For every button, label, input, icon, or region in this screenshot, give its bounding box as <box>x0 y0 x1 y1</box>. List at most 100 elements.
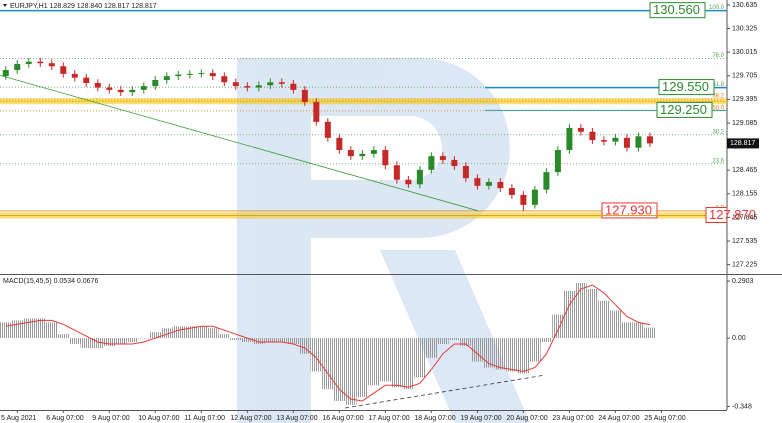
candle-body <box>428 156 435 170</box>
candle-body <box>48 63 55 67</box>
candle-body <box>612 137 619 142</box>
macd-bar <box>414 338 426 378</box>
x-tick-label: 25 Aug 07:00 <box>644 415 685 422</box>
candle-body <box>232 82 239 87</box>
candle-body <box>186 73 193 75</box>
macd-bar <box>230 338 242 341</box>
candle-body <box>94 83 101 88</box>
y-tick-label: 129.705 <box>732 73 757 80</box>
y-tick-label: 127.225 <box>732 261 757 268</box>
candle-body <box>60 66 67 74</box>
candle-body <box>290 83 297 90</box>
x-tick-label: 16 Aug 07:00 <box>322 415 363 422</box>
macd-bar <box>333 338 346 401</box>
candle-body <box>508 188 515 195</box>
macd-bar <box>138 338 150 339</box>
candle-body <box>324 121 331 138</box>
candle-body <box>83 77 90 84</box>
macd-bar <box>517 338 530 374</box>
macd-bar <box>391 338 403 388</box>
macd-bar <box>287 338 300 344</box>
candle-body <box>25 61 32 64</box>
y-tick-label: 130.325 <box>732 25 757 32</box>
candle-body <box>589 131 596 141</box>
x-tick-label: 10 Aug 07:00 <box>138 415 179 422</box>
fib-label: 50.0 <box>712 105 724 111</box>
candle-body <box>566 127 573 151</box>
macd-bar <box>448 338 461 341</box>
candle-body <box>554 150 561 173</box>
title-arrow <box>3 4 7 7</box>
macd-y-tick-label: -0.348 <box>732 403 752 410</box>
macd-bar <box>345 338 357 405</box>
macd-y-tick-label: 0.2903 <box>732 278 754 285</box>
x-tick-label: 11 Aug 07:00 <box>184 415 225 422</box>
candle-body <box>416 169 423 185</box>
candle-body <box>301 89 308 103</box>
candle-body <box>336 137 343 151</box>
macd-bar <box>241 338 254 343</box>
macd-bar <box>253 338 265 344</box>
candle-body <box>267 82 274 86</box>
macd-bar <box>529 338 541 362</box>
macd-bar <box>437 338 449 344</box>
candle-body <box>209 73 216 77</box>
x-tick-label: 24 Aug 07:00 <box>598 415 639 422</box>
macd-bar <box>69 338 81 344</box>
candle-body <box>198 73 205 75</box>
candle-body <box>255 85 262 88</box>
macd-y-tick-label: 0.00 <box>732 335 746 342</box>
macd-bar <box>575 283 587 339</box>
candle-body <box>382 150 389 166</box>
chart-title: EURJPY,H1 128.829 128.840 128.817 128.81… <box>10 3 157 10</box>
candle-body <box>163 76 170 80</box>
macd-bar <box>609 310 622 339</box>
price-tag-box <box>727 138 759 149</box>
x-tick-label: 18 Aug 07:00 <box>414 415 455 422</box>
candle-body <box>635 136 642 148</box>
macd-bar <box>0 322 12 339</box>
macd-bar <box>379 338 392 382</box>
macd-bar <box>402 338 415 390</box>
candle-body <box>221 76 228 83</box>
macd-bar <box>218 334 231 339</box>
y-tick-label: 130.015 <box>732 49 757 56</box>
x-tick-label: 9 Aug 07:00 <box>92 415 129 422</box>
candle-body <box>37 61 44 64</box>
x-tick-label: 20 Aug 07:00 <box>506 415 547 422</box>
level-label-box <box>601 202 658 219</box>
macd-bar <box>184 326 196 339</box>
candle-body <box>359 153 366 157</box>
macd-bar <box>149 332 162 339</box>
candle-body <box>71 73 78 78</box>
candle-body <box>531 189 538 205</box>
candle-body <box>347 150 354 157</box>
x-tick-label: 23 Aug 07:00 <box>552 415 593 422</box>
macd-bar <box>46 322 58 339</box>
candle-body <box>313 102 320 122</box>
candle-body <box>497 182 504 189</box>
level-label-box <box>705 207 728 224</box>
macd-bar <box>172 326 185 339</box>
macd-bar <box>368 338 380 386</box>
candle-body <box>117 89 124 93</box>
candle-body <box>244 86 251 88</box>
candle-body <box>646 136 653 144</box>
macd-trendline <box>345 374 546 409</box>
macd-bar <box>425 338 438 358</box>
candle-body <box>485 182 492 186</box>
macd-bar <box>598 300 610 339</box>
macd-bar <box>195 326 208 339</box>
macd-bar <box>57 334 70 339</box>
macd-bar <box>299 338 311 354</box>
level-label: 129.550 <box>662 79 709 94</box>
x-tick-label: 12 Aug 07:00 <box>230 415 271 422</box>
candle-body <box>278 82 285 84</box>
macd-bar <box>11 320 24 339</box>
candle-body <box>474 178 481 186</box>
candle-body <box>393 165 400 180</box>
level-label: 129.250 <box>660 102 707 117</box>
macd-bar <box>207 328 219 339</box>
macd-bar <box>92 338 104 348</box>
macd-bar <box>23 318 35 339</box>
